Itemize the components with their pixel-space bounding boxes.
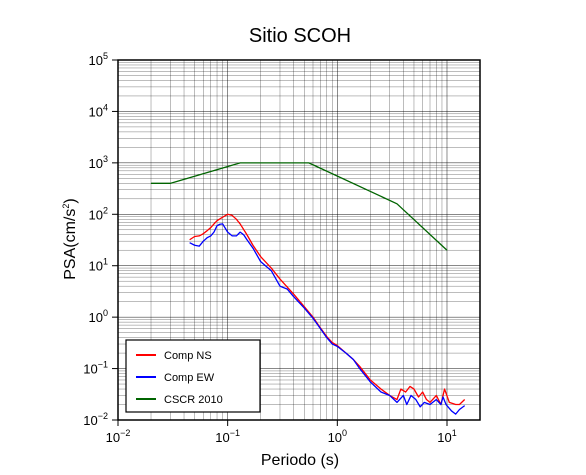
plot-frame: [117, 59, 481, 421]
series-line-3: [151, 162, 448, 251]
legend-label: CSCR 2010: [164, 394, 223, 406]
y-tick-label: 100: [89, 308, 108, 325]
y-tick-label: 102: [89, 205, 108, 222]
y-tick-label: 10−2: [83, 411, 108, 428]
x-tick-label: 101: [437, 428, 456, 445]
series-line-2: [189, 223, 466, 415]
y-tick-label: 104: [89, 102, 108, 119]
legend-label: Comp EW: [164, 372, 215, 384]
y-tick-label: 101: [89, 257, 108, 274]
y-tick-label: 103: [89, 154, 108, 171]
tick-marks: [112, 59, 448, 426]
x-tick-label: 10−1: [215, 428, 240, 445]
x-tick-label: 100: [328, 428, 347, 445]
y-tick-labels: 10−2 10−1 100 101 102 103 104 105: [83, 51, 108, 428]
legend: Comp NS Comp EW CSCR 2010: [125, 339, 261, 413]
series-line-1: [189, 213, 466, 406]
y-tick-label: 10−1: [83, 360, 108, 377]
y-axis-label: PSA(cm/s2): [61, 198, 79, 279]
y-tick-label: 105: [89, 51, 108, 68]
legend-label: Comp NS: [164, 350, 212, 362]
series-group: [151, 162, 466, 415]
x-axis-label: Periodo (s): [261, 452, 339, 469]
x-tick-label: 10−2: [106, 428, 131, 445]
x-tick-labels: 10−2 10−1 100 101: [106, 428, 457, 445]
chart-title: Sitio SCOH: [249, 25, 351, 47]
